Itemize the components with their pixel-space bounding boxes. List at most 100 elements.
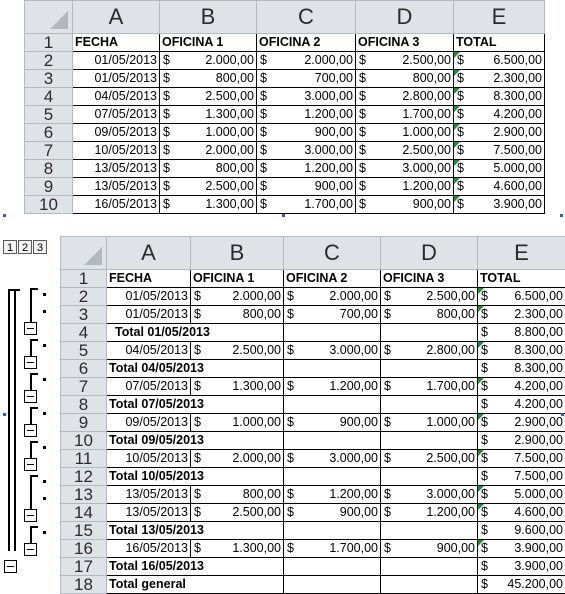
empty-cell[interactable] [283, 467, 381, 486]
empty-cell[interactable] [380, 575, 478, 594]
money-cell[interactable]: $2.000,00 [256, 51, 356, 70]
row-header[interactable]: 1 [60, 269, 107, 288]
row-header[interactable]: 7 [24, 141, 73, 160]
money-cell[interactable]: $8.300,00 [477, 341, 565, 360]
money-cell[interactable]: $2.900,00 [477, 431, 565, 450]
money-cell[interactable]: $2.900,00 [477, 413, 565, 432]
subtotal-label[interactable]: Total 04/05/2013 [106, 359, 204, 378]
header-cell[interactable]: TOTAL [453, 33, 545, 52]
date-cell[interactable]: 16/05/2013 [106, 539, 191, 558]
money-cell[interactable]: $3.000,00 [283, 449, 381, 468]
date-cell[interactable]: 04/05/2013 [72, 87, 160, 106]
money-cell[interactable]: $1.200,00 [256, 105, 356, 124]
date-cell[interactable]: 07/05/2013 [72, 105, 160, 124]
header-cell[interactable]: FECHA [72, 33, 160, 52]
row-header[interactable]: 12 [60, 467, 107, 486]
money-cell[interactable]: $1.700,00 [380, 377, 478, 396]
money-cell[interactable]: $8.300,00 [477, 359, 565, 378]
date-cell[interactable]: 16/05/2013 [72, 195, 160, 214]
row-header[interactable]: 6 [60, 359, 107, 378]
row-header[interactable]: 4 [24, 87, 73, 106]
money-cell[interactable]: $2.500,00 [190, 341, 284, 360]
date-cell[interactable]: 04/05/2013 [106, 341, 191, 360]
collapse-all-button[interactable] [4, 559, 17, 573]
row-header[interactable]: 4 [60, 323, 107, 342]
column-header-a[interactable]: A [106, 236, 191, 270]
empty-cell[interactable] [190, 467, 284, 486]
column-header-c[interactable]: C [256, 0, 356, 34]
money-cell[interactable]: $2.000,00 [283, 287, 381, 306]
outline-level-3-button[interactable]: 3 [33, 240, 47, 254]
subtotal-label[interactable]: Total 09/05/2013 [106, 431, 204, 450]
select-all-corner[interactable] [24, 0, 73, 34]
subtotal-label[interactable]: Total 13/05/2013 [106, 521, 204, 540]
column-header-a[interactable]: A [72, 0, 160, 34]
empty-cell[interactable] [380, 323, 478, 342]
money-cell[interactable]: $2.500,00 [355, 141, 454, 160]
empty-cell[interactable] [380, 431, 478, 450]
money-cell[interactable]: $2.000,00 [190, 449, 284, 468]
row-header[interactable]: 9 [60, 413, 107, 432]
money-cell[interactable]: $2.000,00 [159, 141, 257, 160]
date-cell[interactable]: 10/05/2013 [106, 449, 191, 468]
money-cell[interactable]: $2.300,00 [477, 305, 565, 324]
money-cell[interactable]: $800,00 [159, 69, 257, 88]
row-header[interactable]: 7 [60, 377, 107, 396]
collapse-group-button[interactable] [24, 508, 37, 522]
money-cell[interactable]: $7.500,00 [477, 467, 565, 486]
column-header-d[interactable]: D [380, 236, 478, 270]
empty-cell[interactable] [380, 395, 478, 414]
header-cell[interactable]: OFICINA 2 [256, 33, 356, 52]
money-cell[interactable]: $3.900,00 [453, 195, 545, 214]
empty-cell[interactable] [283, 575, 381, 594]
money-cell[interactable]: $5.000,00 [453, 159, 545, 178]
money-cell[interactable]: $8.300,00 [453, 87, 545, 106]
row-header[interactable]: 16 [60, 539, 107, 558]
row-header[interactable]: 3 [24, 69, 73, 88]
outline-level-1-button[interactable]: 1 [3, 240, 17, 254]
empty-cell[interactable] [190, 521, 284, 540]
collapse-group-button[interactable] [24, 355, 37, 369]
subtotal-label[interactable]: Total 07/05/2013 [106, 395, 204, 414]
money-cell[interactable]: $2.900,00 [453, 123, 545, 142]
outline-level-2-button[interactable]: 2 [18, 240, 32, 254]
header-cell[interactable]: OFICINA 1 [159, 33, 257, 52]
money-cell[interactable]: $900,00 [283, 503, 381, 522]
money-cell[interactable]: $6.500,00 [477, 287, 565, 306]
collapse-group-button[interactable] [24, 423, 37, 437]
money-cell[interactable]: $700,00 [283, 305, 381, 324]
money-cell[interactable]: $3.000,00 [283, 341, 381, 360]
money-cell[interactable]: $2.500,00 [355, 51, 454, 70]
money-cell[interactable]: $2.500,00 [380, 449, 478, 468]
money-cell[interactable]: $9.600,00 [477, 521, 565, 540]
empty-cell[interactable] [380, 467, 478, 486]
money-cell[interactable]: $2.000,00 [159, 51, 257, 70]
money-cell[interactable]: $3.000,00 [256, 87, 356, 106]
row-header[interactable]: 15 [60, 521, 107, 540]
money-cell[interactable]: $800,00 [190, 485, 284, 504]
date-cell[interactable]: 01/05/2013 [106, 305, 191, 324]
selection-handle[interactable] [3, 412, 6, 416]
empty-cell[interactable] [380, 359, 478, 378]
date-cell[interactable]: 10/05/2013 [72, 141, 160, 160]
empty-cell[interactable] [190, 431, 284, 450]
money-cell[interactable]: $1.300,00 [159, 195, 257, 214]
row-header[interactable]: 14 [60, 503, 107, 522]
collapse-group-button[interactable] [24, 321, 37, 335]
date-cell[interactable]: 13/05/2013 [106, 485, 191, 504]
money-cell[interactable]: $8.800,00 [477, 323, 565, 342]
empty-cell[interactable] [190, 557, 284, 576]
row-header[interactable]: 11 [60, 449, 107, 468]
collapse-group-button[interactable] [24, 457, 37, 471]
money-cell[interactable]: $3.000,00 [380, 485, 478, 504]
collapse-group-button[interactable] [24, 542, 37, 556]
selection-handle[interactable] [3, 214, 6, 217]
date-cell[interactable]: 09/05/2013 [72, 123, 160, 142]
header-cell[interactable]: FECHA [106, 269, 191, 288]
selection-handle[interactable] [560, 214, 563, 217]
money-cell[interactable]: $1.000,00 [355, 123, 454, 142]
money-cell[interactable]: $5.000,00 [477, 485, 565, 504]
money-cell[interactable]: $900,00 [380, 539, 478, 558]
column-header-d[interactable]: D [355, 0, 454, 34]
money-cell[interactable]: $900,00 [283, 413, 381, 432]
